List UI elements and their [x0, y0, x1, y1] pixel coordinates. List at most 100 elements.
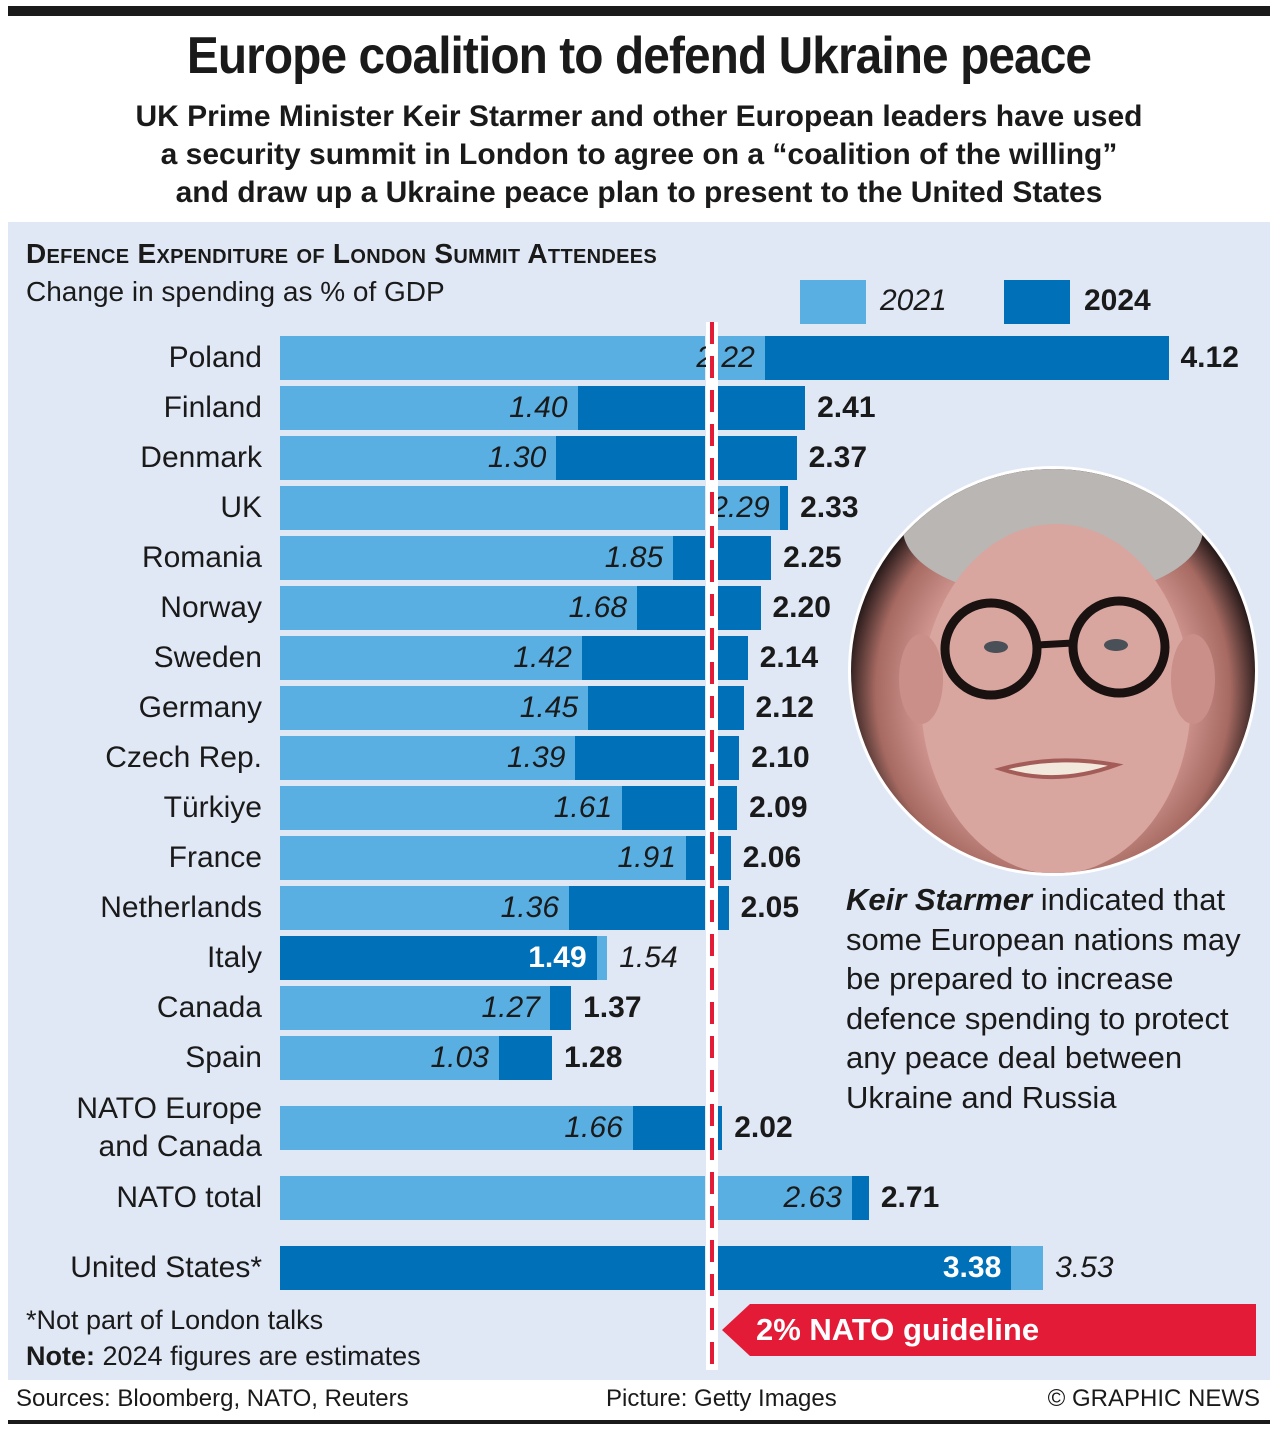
bar-2021 [280, 586, 637, 630]
row-label-line: Denmark [140, 441, 262, 474]
bar-2024 [280, 936, 597, 980]
bar-2024 [280, 1246, 705, 1290]
row-label-line: Germany [138, 691, 262, 724]
bar-2024-increase [577, 386, 705, 430]
bar-2021 [280, 386, 578, 430]
value-label-2021: 1.54 [619, 941, 678, 974]
guideline-arrow-banner [722, 1304, 1256, 1356]
value-label-2021: 1.40 [509, 391, 568, 424]
value-label-2024: 2.25 [783, 541, 842, 574]
value-label-2021: 1.91 [617, 841, 676, 874]
row-label: Netherlands [100, 889, 262, 927]
row-label-line: United States* [70, 1251, 262, 1284]
row-label-line: Poland [168, 341, 262, 374]
value-label-2024: 2.06 [742, 841, 802, 874]
bar-2021 [280, 336, 705, 380]
row-label-line: Netherlands [100, 891, 262, 924]
row-label: NATO total [116, 1179, 262, 1217]
bar-2021 [280, 1176, 705, 1220]
bar-2021-excess [1011, 1246, 1044, 1290]
row-label-line: Czech Rep. [105, 741, 262, 774]
bar-2024-increase [549, 986, 572, 1030]
row-label-line: Norway [160, 591, 262, 624]
bar-2021 [280, 1036, 499, 1080]
value-label-2021: 1.36 [500, 891, 559, 924]
bar-2024-increase [851, 1176, 869, 1220]
legend-swatch-2024 [1004, 280, 1070, 324]
value-label-2021: 1.39 [506, 741, 566, 774]
value-label-2021: 2.63 [783, 1181, 842, 1214]
top-rule [8, 6, 1270, 16]
bar-2024-increase [718, 436, 797, 480]
value-label-2021: 1.66 [564, 1111, 623, 1144]
photo-caption: Keir Starmer indicated that some Europea… [846, 880, 1246, 1117]
bar-2024-increase [581, 636, 705, 680]
value-label-2021: 1.68 [568, 591, 627, 624]
row-label-line: Sweden [153, 641, 262, 674]
bar-2024-increase [764, 336, 1169, 380]
subtitle-line: and draw up a Ukraine peace plan to pres… [175, 176, 1103, 209]
row-label-line: and Canada [98, 1130, 262, 1163]
keir-starmer-photo [848, 466, 1258, 876]
value-label-2021: 1.61 [553, 791, 613, 824]
caption-text: indicated that some European nations may… [846, 882, 1241, 1115]
row-label-line: NATO total [116, 1181, 262, 1214]
subtitle-line: UK Prime Minister Keir Starmer and other… [135, 100, 1143, 133]
legend-label-2021: 2021 [880, 284, 947, 317]
bar-2021 [280, 436, 557, 480]
bar-2024-increase [779, 486, 789, 530]
page-title: Europe coalition to defend Ukraine peace [186, 27, 1092, 85]
row-label-line: NATO Europe [76, 1092, 262, 1125]
note-text: 2024 figures are estimates [95, 1341, 421, 1371]
bar-2024-increase [718, 836, 731, 880]
value-label-2021: 3.53 [1055, 1251, 1114, 1284]
value-label-2024: 2.09 [749, 791, 808, 824]
row-label: France [169, 839, 262, 877]
value-label-2021: 1.42 [513, 641, 572, 674]
picture-credit: Picture: Getty Images [606, 1385, 837, 1412]
value-label-2021: 1.45 [519, 691, 579, 724]
bar-2024-increase [498, 1036, 552, 1080]
row-label: Türkiye [164, 789, 262, 827]
row-label: Germany [139, 689, 262, 727]
bar-2024-increase [718, 786, 738, 830]
bar-2021 [280, 686, 589, 730]
row-label-line: Türkiye [163, 791, 262, 824]
bar-2024-increase [718, 386, 806, 430]
value-label-2024: 1.37 [583, 991, 642, 1024]
bar-2024-increase [718, 586, 761, 630]
row-label: Denmark [140, 439, 262, 477]
value-label-2024: 2.33 [800, 491, 859, 524]
chart-title: Defence Expenditure of London Summit Att… [26, 238, 658, 269]
bar-2024-increase [588, 686, 705, 730]
row-label: Sweden [154, 639, 262, 677]
value-label-2024: 2.20 [772, 591, 831, 624]
legend-swatch-2021 [800, 280, 866, 324]
bar-2021-excess [596, 936, 608, 980]
row-label-line: Italy [206, 941, 262, 974]
bar-2024-increase [575, 736, 705, 780]
value-label-2024: 2.10 [751, 741, 810, 774]
bar-2021 [718, 1176, 852, 1220]
bottom-rule [8, 1420, 1270, 1424]
bar-2024-increase [718, 636, 748, 680]
bar-2021 [718, 486, 780, 530]
bar-2021 [280, 786, 623, 830]
value-label-2021: 2.29 [711, 491, 770, 524]
bar-2024-increase [718, 536, 772, 580]
row-label: Finland [164, 389, 262, 427]
row-label: Poland [169, 339, 262, 377]
bar-2021 [280, 836, 686, 880]
row-label: Romania [142, 539, 262, 577]
chart-notes: *Not part of London talks Note: 2024 fig… [26, 1302, 421, 1374]
subtitle-line: a security summit in London to agree on … [160, 138, 1118, 171]
row-label-line: France [168, 841, 262, 874]
sources-credit: Sources: Bloomberg, NATO, Reuters [16, 1385, 409, 1412]
copyright-credit: © GRAPHIC NEWS [1047, 1385, 1260, 1412]
page-subtitle: UK Prime Minister Keir Starmer and other… [0, 98, 1278, 212]
bar-2021 [280, 986, 550, 1030]
row-label: Czech Rep. [105, 739, 262, 777]
nato-2pct-reference-line [706, 322, 718, 1370]
row-label: Spain [185, 1039, 262, 1077]
value-label-2024: 2.12 [755, 691, 814, 724]
